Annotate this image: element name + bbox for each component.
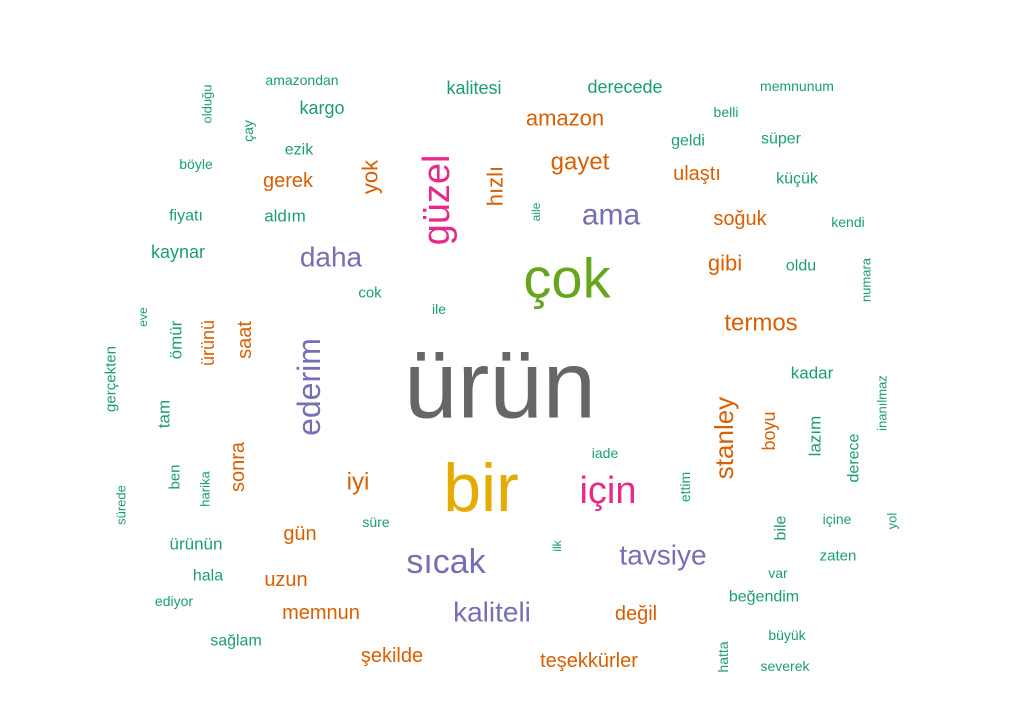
word-22: saat [234, 321, 256, 359]
word-81: sağlam [210, 633, 262, 650]
word-3: güzel [416, 155, 458, 246]
word-20: ulaştı [673, 163, 721, 185]
word-29: değil [615, 603, 657, 625]
word-68: böyle [179, 156, 213, 172]
word-56: hatta [715, 641, 731, 672]
word-43: numara [859, 257, 874, 302]
word-62: aile [529, 202, 543, 221]
word-31: ürünü [198, 320, 218, 366]
word-48: yol [885, 513, 900, 530]
word-64: aldım [264, 207, 306, 226]
word-50: bile [773, 515, 790, 540]
word-36: memnunum [760, 78, 834, 94]
word-34: kargo [299, 98, 344, 118]
word-39: süper [761, 131, 802, 148]
word-80: ediyor [155, 593, 193, 609]
word-28: teşekkürler [540, 650, 638, 672]
word-70: kaynar [151, 242, 205, 262]
word-15: hızlı [483, 166, 508, 206]
word-69: fiyatı [169, 208, 203, 225]
word-32: derecede [587, 77, 662, 97]
word-71: eve [136, 307, 150, 327]
word-57: ettim [677, 472, 693, 502]
word-53: beğendim [729, 589, 799, 606]
word-79: hala [193, 568, 223, 585]
word-42: oldu [786, 258, 816, 275]
word-75: ben [167, 464, 184, 489]
word-18: gibi [708, 251, 742, 276]
word-58: iade [592, 445, 619, 461]
word-55: severek [760, 658, 810, 674]
word-66: çay [240, 120, 256, 142]
word-35: amazondan [265, 72, 338, 88]
word-59: ilk [550, 539, 564, 551]
word-65: ezik [285, 142, 314, 159]
word-44: kadar [791, 364, 834, 383]
word-27: şekilde [361, 645, 423, 667]
word-46: derece [846, 433, 863, 482]
word-7: ama [582, 199, 641, 232]
word-72: ömür [167, 320, 186, 359]
word-76: harika [198, 471, 213, 507]
word-77: sürede [114, 485, 129, 525]
word-1: bir [443, 450, 519, 526]
word-41: kendi [831, 214, 864, 230]
word-23: sonra [227, 441, 249, 492]
word-49: içine [823, 511, 852, 527]
word-0: ürün [404, 332, 596, 439]
word-63: cok [358, 285, 382, 302]
word-12: termos [724, 310, 797, 337]
word-19: soğuk [713, 208, 767, 230]
word-26: memnun [282, 602, 360, 624]
word-25: uzun [264, 569, 307, 591]
word-38: geldi [671, 133, 705, 150]
word-47: inanılmaz [875, 375, 890, 431]
word-24: gün [283, 523, 316, 545]
word-11: stanley [709, 397, 739, 479]
word-17: iyi [347, 469, 370, 496]
word-54: büyük [768, 627, 806, 643]
word-16: yok [358, 159, 383, 194]
word-5: ederim [291, 338, 327, 436]
word-67: olduğu [200, 84, 215, 123]
word-10: kaliteli [453, 597, 531, 628]
word-60: süre [362, 514, 389, 530]
word-40: küçük [776, 171, 819, 188]
word-2: çok [523, 247, 611, 310]
word-8: daha [300, 242, 363, 273]
word-61: ile [432, 301, 446, 317]
word-73: gerçekten [103, 346, 120, 412]
word-37: belli [714, 104, 739, 120]
word-13: gayet [551, 149, 610, 176]
word-52: var [768, 565, 788, 581]
word-33: kalitesi [446, 78, 501, 98]
word-4: için [579, 470, 636, 512]
word-51: zaten [820, 548, 857, 565]
word-78: ürünün [170, 535, 223, 554]
word-30: boyu [759, 411, 779, 450]
word-45: lazım [806, 416, 825, 457]
word-21: gerek [263, 170, 314, 192]
word-9: tavsiye [619, 540, 706, 571]
word-74: tam [155, 400, 174, 428]
word-6: sıcak [406, 543, 486, 581]
word-14: amazon [526, 106, 604, 131]
